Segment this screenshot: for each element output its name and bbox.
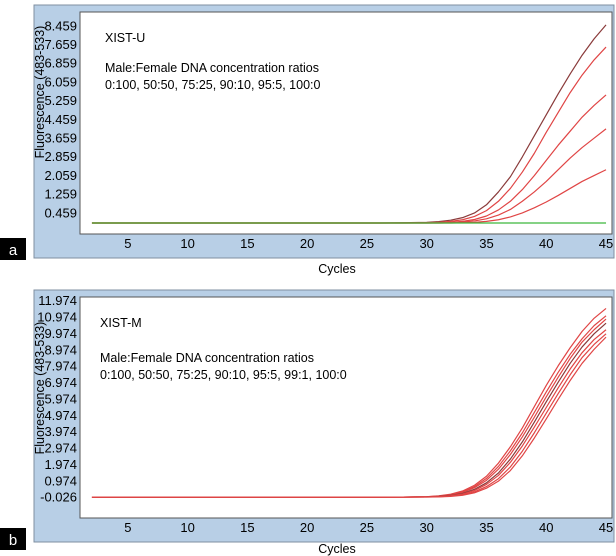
x-tick-label: 20 [300,520,314,535]
x-tick-label: 30 [419,520,433,535]
x-tick-label: 15 [240,520,254,535]
chart-panel-a: Fluorescence (483-533) Cycles XIST-U Mal… [0,4,615,276]
x-tick-label: 45 [599,520,613,535]
x-tick-label: 35 [479,236,493,251]
x-tick-label: 10 [180,236,194,251]
y-tick-label: 8.974 [44,342,77,357]
y-tick-label: -0.026 [40,490,77,505]
chart-title: XIST-M [100,316,142,330]
y-tick-label: 3.659 [44,130,77,145]
y-tick-labels: 0.459 1.259 2.059 2.859 3.659 4.459 5.259 6.059… [44,18,77,220]
y-axis-label: Fluorescence (483-533) [33,322,47,455]
y-tick-label: 2.859 [44,149,77,164]
y-tick-label: 4.459 [44,112,77,127]
x-tick-labels: 5 10 15 20 25 30 35 40 45 [124,520,613,535]
y-tick-label: 8.459 [44,18,77,33]
y-axis-label: Fluorescence (483-533) [33,26,47,159]
chart-panel-b: Fluorescence (483-533) Cycles XIST-M Mal… [0,289,615,556]
x-tick-label: 35 [479,520,493,535]
x-tick-label: 15 [240,236,254,251]
x-tick-label: 10 [180,520,194,535]
panel-letter: a [9,242,18,259]
y-tick-label: 1.974 [44,457,77,472]
x-tick-label: 40 [539,236,553,251]
panel-letter-box [0,528,26,550]
series-lines [91,24,607,224]
plot-area [79,11,613,235]
series-line [91,336,607,498]
plot-area [79,296,613,519]
x-tick-label: 20 [300,236,314,251]
x-tick-labels: 5 10 15 20 25 30 35 40 45 [124,236,613,251]
y-tick-label: 3.974 [44,424,77,439]
chart-subtitle-ratios: 0:100, 50:50, 75:25, 90:10, 95:5, 100:0 [105,78,321,92]
chart-subtitle: Male:Female DNA concentration ratios [100,351,314,365]
chart-subtitle-ratios: 0:100, 50:50, 75:25, 90:10, 95:5, 99:1, … [100,368,347,382]
y-tick-label: 0.974 [44,473,77,488]
y-tick-label: 9.974 [44,326,77,341]
x-tick-label: 30 [419,236,433,251]
y-tick-label: 1.259 [44,187,77,202]
y-tick-label: 2.059 [44,168,77,183]
y-tick-label: 6.859 [44,56,77,71]
panel-letter: b [9,532,17,549]
y-tick-label: 11.974 [38,293,77,308]
series-lines [91,307,607,498]
x-axis-label: Cycles [318,262,356,276]
y-tick-label: 10.974 [37,310,77,325]
y-tick-label: 5.259 [44,93,77,108]
y-tick-label: 4.974 [44,408,77,423]
x-axis-label: Cycles [318,542,356,556]
x-tick-label: 5 [124,236,131,251]
chart-title: XIST-U [105,31,145,45]
chart-subtitle: Male:Female DNA concentration ratios [105,61,319,75]
y-tick-label: 6.974 [44,375,77,390]
y-tick-label: 7.659 [44,37,77,52]
y-tick-label: 0.459 [44,205,77,220]
y-tick-label: 2.974 [44,441,77,456]
x-tick-label: 40 [539,520,553,535]
y-tick-label: 5.974 [44,391,77,406]
x-tick-label: 25 [360,236,374,251]
x-tick-label: 45 [599,236,613,251]
panel-letter-box [0,238,26,260]
x-tick-label: 25 [360,520,374,535]
y-tick-label: 7.974 [44,359,77,374]
y-tick-label: 6.059 [44,74,77,89]
x-tick-label: 5 [124,520,131,535]
